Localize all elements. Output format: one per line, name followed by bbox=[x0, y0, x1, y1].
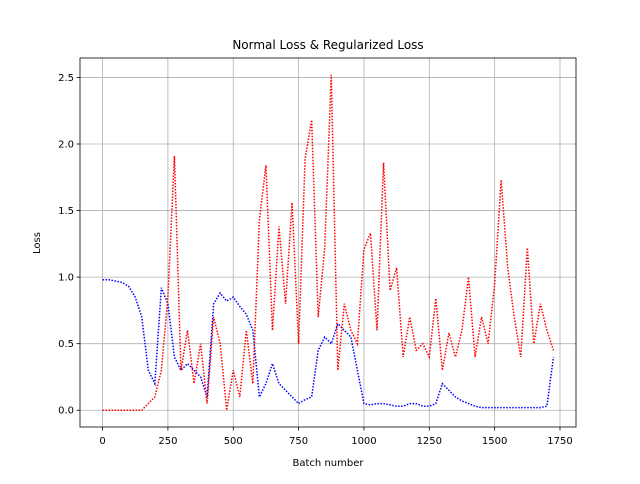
y-tick-label: 2.0 bbox=[58, 139, 74, 150]
chart-title: Normal Loss & Regularized Loss bbox=[232, 38, 423, 52]
y-tick-label: 1.5 bbox=[58, 206, 74, 217]
x-tick-label: 1500 bbox=[482, 436, 507, 447]
line bbox=[102, 74, 555, 411]
x-tick-label: 500 bbox=[224, 436, 243, 447]
x-tick-label: 1000 bbox=[351, 436, 376, 447]
x-tick-label: 0 bbox=[99, 436, 105, 447]
plot-frame bbox=[79, 57, 577, 428]
x-axis-label: Batch number bbox=[293, 458, 365, 469]
y-axis-label: Loss bbox=[32, 232, 43, 254]
line bbox=[102, 279, 555, 409]
y-tick-label: 2.5 bbox=[58, 73, 74, 84]
x-tick-label: 250 bbox=[158, 436, 177, 447]
x-tick-label: 1750 bbox=[547, 436, 572, 447]
y-tick-label: 0.5 bbox=[58, 339, 74, 350]
x-tick-label: 750 bbox=[289, 436, 308, 447]
y-tick-label: 1.0 bbox=[58, 273, 74, 284]
x-tick-label: 1250 bbox=[417, 436, 442, 447]
y-tick-label: 0.0 bbox=[58, 406, 74, 417]
